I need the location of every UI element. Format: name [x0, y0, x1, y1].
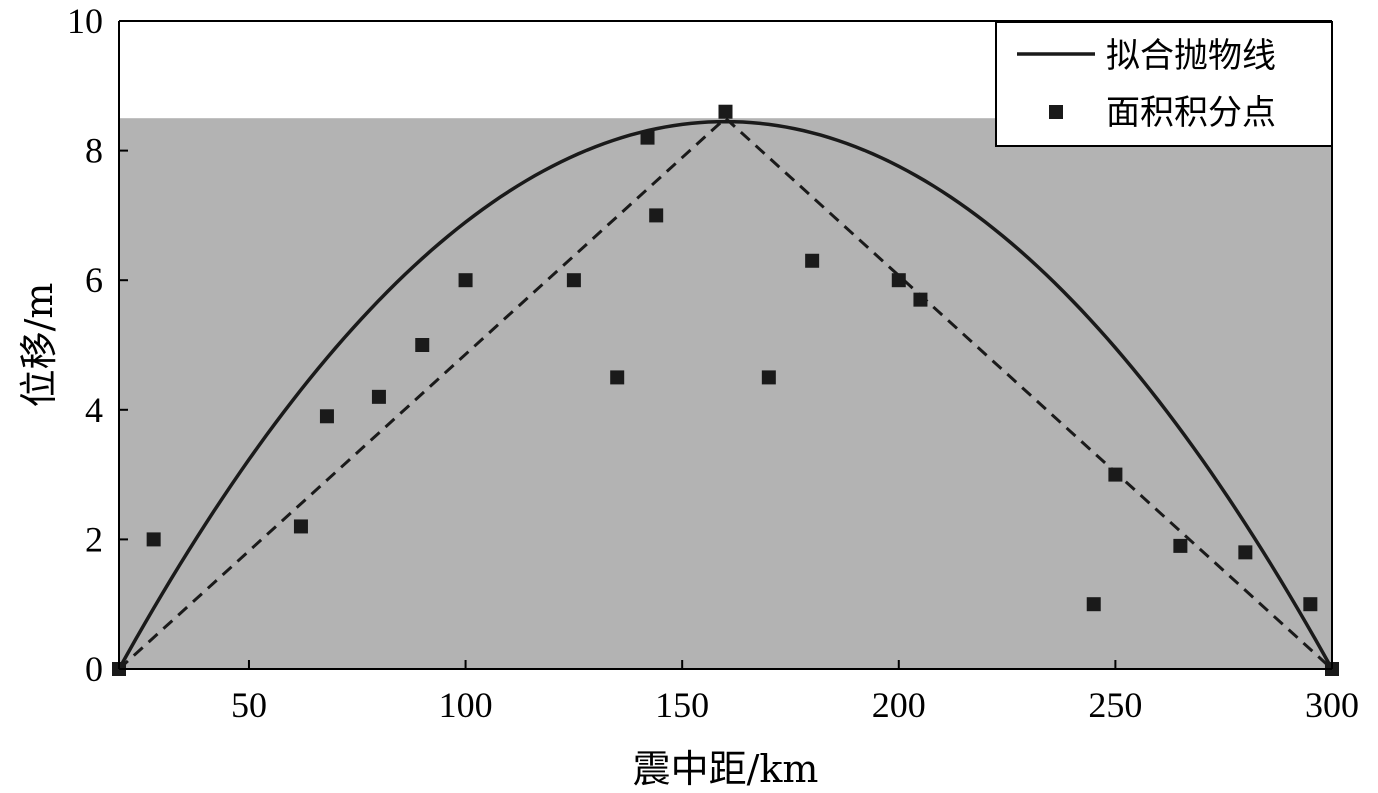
x-tick-label: 250	[1088, 685, 1142, 725]
data-point	[293, 519, 308, 534]
data-point	[566, 273, 581, 288]
x-axis-title: 震中距/km	[633, 747, 819, 791]
x-tick-label: 50	[231, 685, 267, 725]
data-point	[1173, 538, 1188, 553]
data-point	[146, 532, 161, 547]
data-point	[319, 409, 334, 424]
y-tick-label: 8	[85, 131, 103, 171]
y-tick-label: 2	[85, 519, 103, 559]
legend-label-parabola: 拟合抛物线	[1106, 36, 1276, 76]
data-point	[1108, 467, 1123, 482]
plot-series	[112, 104, 1339, 676]
data-point	[718, 104, 733, 119]
data-point	[1086, 597, 1101, 612]
data-point	[891, 273, 906, 288]
y-tick-label: 0	[85, 649, 103, 689]
y-axis-title: 位移/m	[17, 283, 61, 408]
legend-box	[995, 21, 1333, 147]
x-tick-label: 150	[655, 685, 709, 725]
data-point	[761, 370, 776, 385]
x-tick-label: 300	[1305, 685, 1359, 725]
fitted-parabola-line	[117, 119, 1334, 670]
data-point	[649, 208, 664, 223]
data-point	[1238, 545, 1253, 560]
dashed-triangle-line	[117, 116, 1334, 671]
data-point	[1303, 597, 1318, 612]
data-point	[415, 338, 430, 352]
legend-square-swatch	[1049, 105, 1063, 119]
data-point	[371, 389, 386, 404]
legend-label-points: 面积积分点	[1106, 93, 1276, 133]
data-point	[458, 273, 473, 288]
data-point	[610, 370, 625, 385]
plot-background	[119, 118, 1332, 669]
y-tick-label: 10	[67, 1, 103, 41]
data-point	[640, 130, 655, 145]
data-point	[913, 292, 928, 307]
x-tick-label: 100	[439, 685, 493, 725]
shaded-region	[119, 118, 1332, 669]
axes: 50 100 150 200 250 300 0 2 4 6 8 10 震中距/km 位移/m	[17, 1, 1359, 791]
x-tick-label: 200	[872, 685, 926, 725]
data-point	[805, 253, 820, 268]
y-tick-label: 4	[85, 390, 103, 430]
y-tick-label: 6	[85, 260, 103, 300]
